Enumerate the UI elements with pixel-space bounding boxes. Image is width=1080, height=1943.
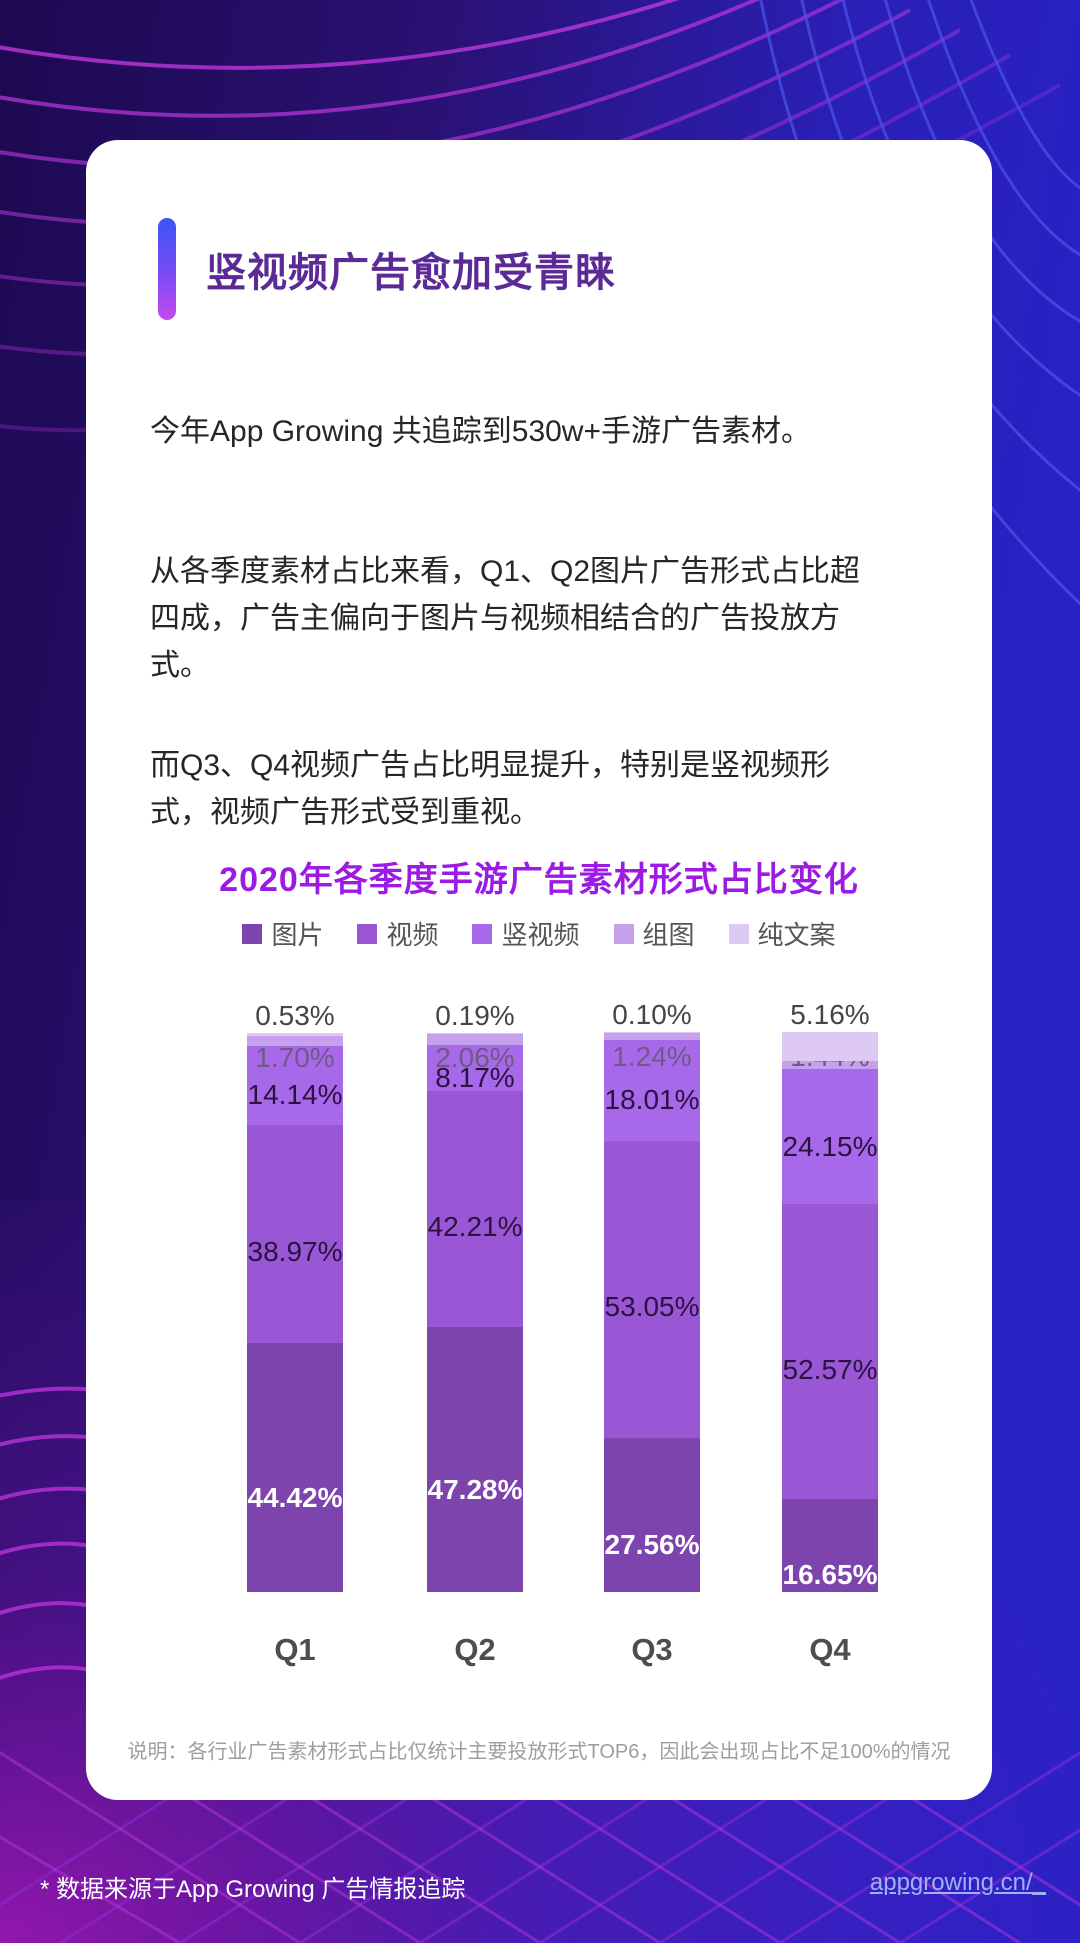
bar-segment-vertical-video-q2 xyxy=(427,1045,523,1091)
legend-item-video: 视频 xyxy=(357,915,438,952)
bar-segment-video-q1 xyxy=(247,1125,343,1344)
chart-plot: 44.42% 38.97% 14.14% 1.70% 0.53% Q1 47.28% 42.2… xyxy=(86,990,992,1690)
legend-label-image: 图片 xyxy=(271,920,324,950)
x-axis-label-q2: Q2 xyxy=(454,1632,496,1667)
legend-swatch-vertical-video xyxy=(472,923,493,944)
title-accent-bar xyxy=(158,218,176,320)
bar-segment-vertical-video-q4 xyxy=(782,1069,878,1205)
bar-segment-text-only-q3 xyxy=(604,1032,700,1033)
bar-segment-image-group-q2 xyxy=(427,1033,523,1046)
bar-segment-image-q4 xyxy=(782,1498,878,1592)
legend-item-vertical-video: 竖视频 xyxy=(472,915,580,952)
bar-segment-image-group-q4 xyxy=(782,1061,878,1070)
value-label-image-q2: 47.28% xyxy=(427,1473,523,1505)
legend-item-image-group: 组图 xyxy=(613,915,695,952)
x-axis-label-q1: Q1 xyxy=(274,1632,316,1667)
bar-segment-vertical-video-q1 xyxy=(247,1045,343,1125)
bar-segment-video-q2 xyxy=(427,1090,523,1328)
legend-label-text-only: 纯文案 xyxy=(757,920,836,950)
body-paragraph-2: 从各季度素材占比来看，Q1、Q2图片广告形式占比超四成，广告主偏向于图片与视频相… xyxy=(150,555,861,682)
data-source-note: * 数据来源于App Growing 广告情报追踪 xyxy=(40,1876,466,1903)
body-paragraph-1: 今年App Growing 共追踪到530w+手游广告素材。 xyxy=(150,415,811,448)
chart-title: 2020年各季度手游广告素材形式占比变化 xyxy=(219,861,859,899)
bar-segment-image-group-q3 xyxy=(604,1032,700,1040)
chart-note: 说明：各行业广告素材形式占比仅统计主要投放形式TOP6，因此会出现占比不足100… xyxy=(127,1741,951,1763)
body-paragraph-3: 而Q3、Q4视频广告占比明显提升，特别是竖视频形式，视频广告形式受到重视。 xyxy=(150,749,831,829)
value-label-video-q2: 42.21% xyxy=(427,1211,523,1242)
value-label-vertical-video-q3: 18.01% xyxy=(604,1084,700,1116)
bar-segment-video-q4 xyxy=(782,1204,878,1499)
bar-segment-image-q2 xyxy=(427,1327,523,1592)
legend-item-image: 图片 xyxy=(242,915,323,952)
value-label-video-q1: 38.97% xyxy=(247,1236,343,1268)
legend-label-image-group: 组图 xyxy=(642,920,695,950)
bar-segment-text-only-q1 xyxy=(247,1033,343,1037)
value-label-image-group-q2: 2.06% xyxy=(435,1041,515,1073)
legend-swatch-image-group xyxy=(613,923,634,944)
value-label-video-q4: 52.57% xyxy=(782,1353,878,1385)
value-label-vertical-video-q2: 8.17% xyxy=(435,1062,515,1093)
section-header: 竖视频广告愈加受青睐 xyxy=(158,218,616,320)
value-label-text-only-q2: 0.19% xyxy=(435,999,515,1031)
value-label-image-q3: 27.56% xyxy=(604,1528,700,1560)
value-label-text-only-q4: 5.16% xyxy=(790,999,870,1031)
value-label-image-group-q3: 1.24% xyxy=(612,1041,692,1073)
page-title: 竖视频广告愈加受青睐 xyxy=(206,251,616,295)
bar-segment-image-q3 xyxy=(604,1437,700,1592)
value-label-image-q1: 44.42% xyxy=(247,1481,343,1513)
bar-segment-text-only-q2 xyxy=(427,1032,523,1034)
bar-segment-video-q3 xyxy=(604,1140,700,1438)
legend-swatch-text-only xyxy=(728,923,749,944)
legend-label-video: 视频 xyxy=(386,920,439,950)
appgrowing-link[interactable]: appgrowing.cn/_ xyxy=(869,1869,1046,1896)
value-label-image-group-q1: 1.70% xyxy=(255,1042,335,1074)
value-label-image-q4: 16.65% xyxy=(782,1559,878,1591)
legend-label-vertical-video: 竖视频 xyxy=(501,920,580,950)
chart-legend: 图片 视频 竖视频 组图 纯文案 xyxy=(86,915,992,952)
bar-segment-image-group-q1 xyxy=(247,1036,343,1046)
content-card: 竖视频广告愈加受青睐 今年App Growing 共追踪到530w+手游广告素材… xyxy=(86,140,992,1800)
value-label-vertical-video-q4: 24.15% xyxy=(782,1130,878,1162)
value-label-video-q3: 53.05% xyxy=(604,1291,700,1323)
bar-segment-vertical-video-q3 xyxy=(604,1039,700,1141)
value-label-text-only-q1: 0.53% xyxy=(255,1000,335,1032)
footer: * 数据来源于App Growing 广告情报追踪 appgrowing.cn/… xyxy=(0,1833,1080,1943)
legend-swatch-image xyxy=(242,923,263,944)
legend-item-text-only: 纯文案 xyxy=(728,915,836,952)
value-label-text-only-q3: 0.10% xyxy=(612,999,692,1031)
x-axis-label-q4: Q4 xyxy=(809,1632,851,1667)
legend-swatch-video xyxy=(357,923,378,944)
bar-segment-text-only-q4 xyxy=(782,1032,878,1062)
bar-segment-image-q1 xyxy=(247,1343,343,1592)
x-axis-label-q3: Q3 xyxy=(631,1632,673,1667)
value-label-vertical-video-q1: 14.14% xyxy=(247,1079,343,1111)
